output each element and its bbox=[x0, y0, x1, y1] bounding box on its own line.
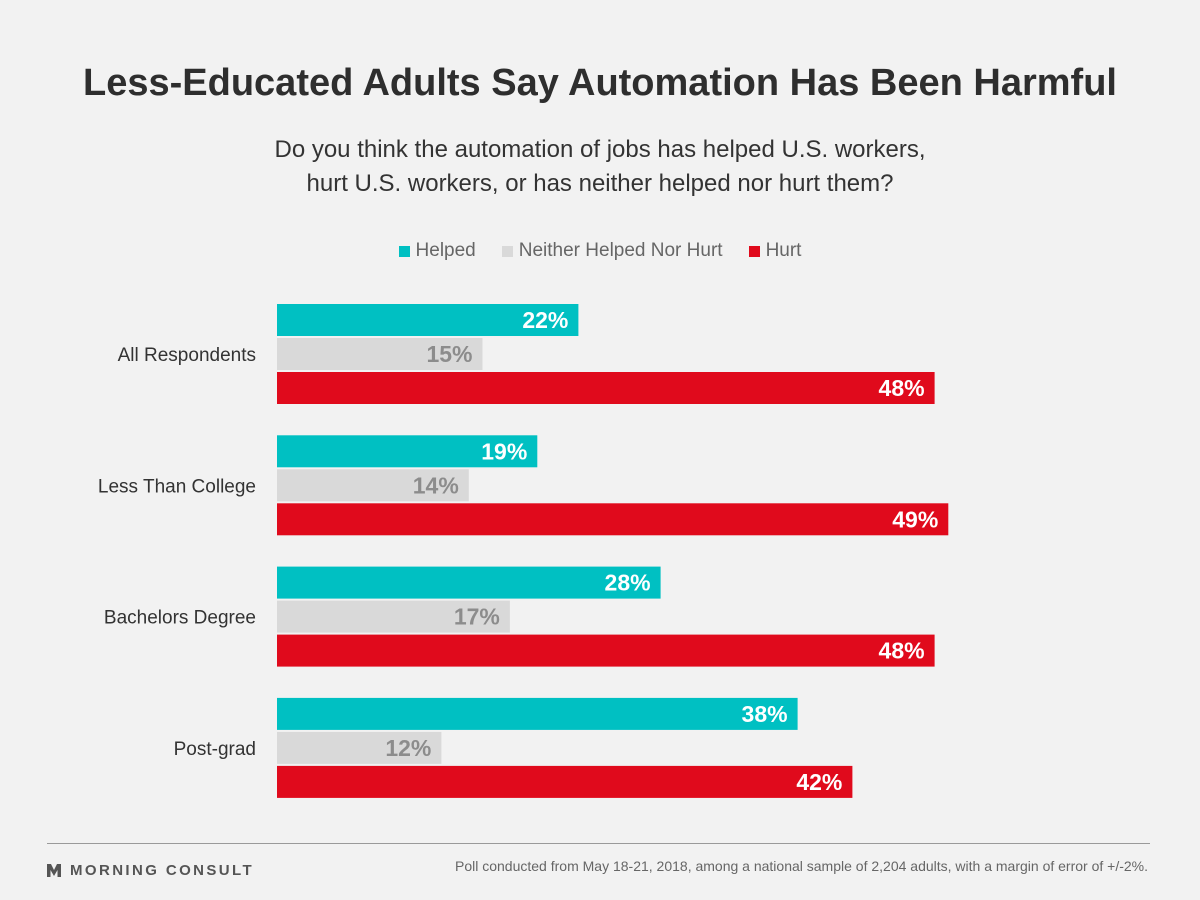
bar bbox=[277, 600, 510, 633]
data-label: 42% bbox=[796, 769, 842, 795]
bar bbox=[277, 731, 442, 764]
legend-label-neither: Neither Helped Nor Hurt bbox=[518, 240, 723, 261]
legend-swatch-helped bbox=[398, 245, 410, 257]
subtitle-line-2: hurt U.S. workers, or has neither helped… bbox=[306, 170, 894, 197]
data-label: 19% bbox=[481, 438, 527, 464]
data-label: 38% bbox=[742, 701, 788, 727]
bar bbox=[277, 634, 935, 667]
legend-item-helped: Helped bbox=[398, 240, 476, 262]
data-label: 17% bbox=[454, 604, 500, 630]
data-label: 15% bbox=[426, 341, 472, 367]
legend-swatch-hurt bbox=[748, 245, 760, 257]
category-label: Post-grad bbox=[174, 739, 256, 760]
data-label: 48% bbox=[879, 638, 925, 664]
bar-group: Post-grad 38% 12% 42% bbox=[174, 697, 853, 798]
legend-item-hurt: Hurt bbox=[748, 240, 802, 262]
subtitle-line-1: Do you think the automation of jobs has … bbox=[274, 136, 926, 163]
morning-consult-logo-icon bbox=[47, 864, 61, 877]
bar bbox=[277, 503, 949, 536]
data-label: 49% bbox=[892, 506, 938, 532]
bar bbox=[277, 469, 469, 502]
legend-swatch-neither bbox=[501, 245, 513, 257]
data-label: 48% bbox=[879, 375, 925, 401]
bar bbox=[277, 338, 483, 370]
brand: MORNING CONSULT bbox=[47, 862, 254, 879]
data-label: 22% bbox=[522, 307, 568, 333]
category-label: All Respondents bbox=[118, 345, 256, 366]
data-label: 12% bbox=[385, 735, 431, 761]
bar bbox=[277, 435, 538, 468]
category-label: Bachelors Degree bbox=[104, 608, 256, 629]
legend-item-neither: Neither Helped Nor Hurt bbox=[501, 240, 723, 262]
bar-group: Bachelors Degree 28% 17% 48% bbox=[104, 566, 935, 667]
legend-label-helped: Helped bbox=[415, 240, 476, 261]
category-label: Less Than College bbox=[98, 476, 256, 497]
footnote: Poll conducted from May 18-21, 2018, amo… bbox=[455, 858, 1148, 874]
brand-name: MORNING CONSULT bbox=[70, 862, 255, 879]
chart-title: Less-Educated Adults Say Automation Has … bbox=[83, 62, 1117, 104]
bar bbox=[277, 765, 853, 798]
bar bbox=[277, 304, 579, 336]
chart-legend: Helped Neither Helped Nor Hurt Hurt bbox=[0, 240, 1200, 262]
bar bbox=[277, 697, 798, 730]
data-label: 28% bbox=[605, 570, 651, 596]
legend-label-hurt: Hurt bbox=[765, 240, 802, 261]
footer-divider bbox=[47, 843, 1150, 844]
chart-subtitle: Do you think the automation of jobs has … bbox=[0, 133, 1200, 201]
data-label: 14% bbox=[413, 472, 459, 498]
bar bbox=[277, 372, 935, 404]
bar-group: Less Than College 19% 14% 49% bbox=[98, 435, 949, 536]
bar-group: All Respondents 22% 15% 48% bbox=[118, 304, 935, 404]
bar bbox=[277, 566, 661, 599]
